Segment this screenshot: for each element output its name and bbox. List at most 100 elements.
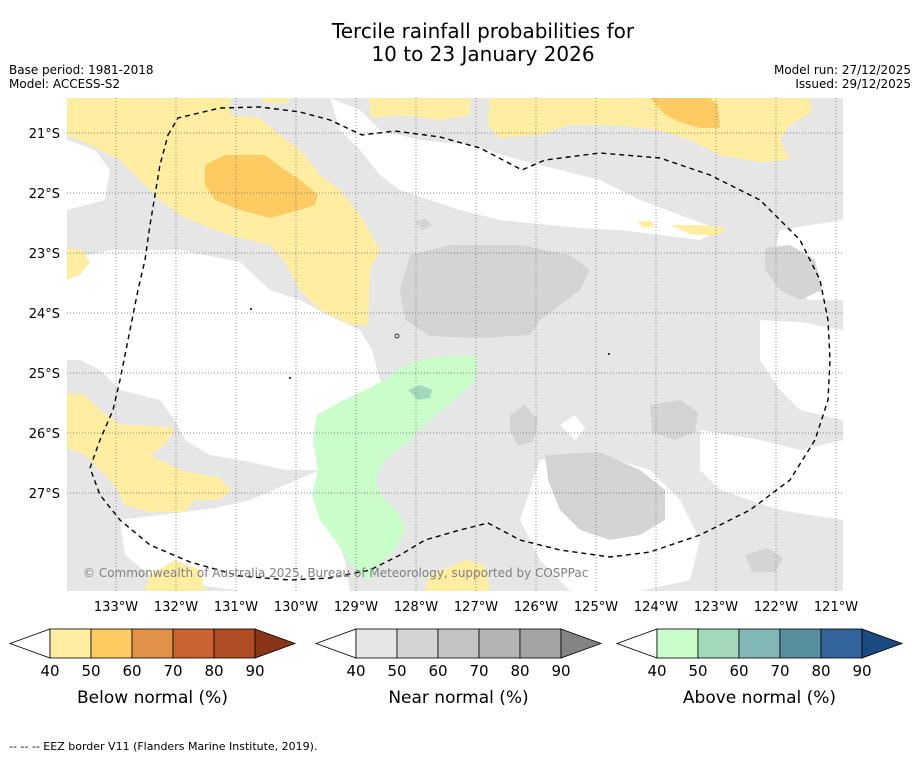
below-normal-50-area: [205, 155, 318, 218]
lat-label: 25°S: [29, 367, 60, 382]
colorbar-segment: [355, 628, 398, 659]
lat-label: 24°S: [29, 307, 60, 322]
model-name: Model: ACCESS-S2: [9, 77, 121, 91]
grid-lines: [67, 98, 843, 591]
eez-footnote: -- -- -- EEZ border V11 (Flanders Marine…: [9, 740, 318, 753]
model-run: Model run: 27/12/2025: [773, 63, 911, 77]
colorbar-segment: [437, 628, 480, 659]
colorbar-tick-label: 50: [387, 662, 406, 680]
colorbar-tick-label: 50: [688, 662, 707, 680]
colorbar: 40 50 60 70 80 90 Above normal (%): [615, 628, 904, 708]
colorbar-segment: [738, 628, 781, 659]
below-normal-40-area: [145, 560, 205, 591]
legends: 40 50 60 70 80 90 Below normal (%) 40 50 60 70 80 90…: [8, 628, 904, 708]
below-normal-40-area: [370, 98, 470, 120]
colorbar-title: Below normal (%): [77, 688, 228, 708]
latitude-labels: 21°S 22°S 23°S 24°S 25°S 26°S 27°S: [29, 127, 60, 502]
no-signal-area: [67, 140, 110, 210]
colorbar-tick-label: 60: [122, 662, 141, 680]
near-normal-50-patch: [745, 548, 783, 572]
colorbar-segment: [478, 628, 521, 659]
colorbar-tick-label: 60: [428, 662, 447, 680]
lon-label: 123°W: [694, 600, 738, 615]
colorbar-tick-label: 40: [40, 662, 59, 680]
colorbar-tick-label: 70: [163, 662, 182, 680]
colorbar-segment: [90, 628, 133, 659]
near-normal-50-patch: [650, 400, 698, 440]
colorbar: 40 50 60 70 80 90 Near normal (%): [314, 628, 603, 708]
below-normal-40-area: [67, 393, 232, 512]
island-marker: [250, 308, 252, 310]
lon-label: 122°W: [754, 600, 798, 615]
above-normal-50-area: [408, 385, 432, 400]
lon-label: 130°W: [274, 600, 318, 615]
colorbar-segment: [779, 628, 822, 659]
colorbar-title: Above normal (%): [683, 688, 836, 708]
below-normal-40-area: [67, 98, 380, 326]
lat-label: 23°S: [29, 247, 60, 262]
colorbar-extend-low: [8, 628, 51, 659]
colorbar: 40 50 60 70 80 90 Below normal (%): [8, 628, 297, 708]
island-marker: [394, 333, 400, 339]
eez-border: [89, 106, 831, 581]
lat-label: 22°S: [29, 187, 60, 202]
below-normal-40-area: [670, 225, 728, 236]
below-normal-40-area: [67, 248, 90, 280]
above-normal-40-area: [312, 356, 476, 580]
lon-label: 128°W: [394, 600, 438, 615]
colorbar-tick-label: 90: [245, 662, 264, 680]
colorbar-segment: [131, 628, 174, 659]
colorbar-tick-label: 90: [852, 662, 871, 680]
longitude-labels: 133°W 132°W 131°W 130°W 129°W 128°W 127°W 126°W…: [94, 600, 858, 615]
no-signal-area: [120, 470, 350, 591]
colorbar-segment: [519, 628, 562, 659]
near-normal-50-patch: [765, 245, 822, 300]
lat-label: 27°S: [29, 487, 60, 502]
colorbar-extend-low: [314, 628, 357, 659]
title-line-2: 10 to 23 January 2026: [371, 42, 595, 66]
title-line-1: Tercile rainfall probabilities for: [331, 19, 635, 43]
island-marker: [289, 377, 291, 379]
near-normal-50-patch: [545, 452, 665, 540]
colorbar-tick-label: 70: [770, 662, 789, 680]
island-marker: [608, 353, 610, 355]
colorbar-tick-label: 60: [729, 662, 748, 680]
no-signal-area: [700, 430, 843, 520]
lat-label: 21°S: [29, 127, 60, 142]
colorbar-tick-label: 40: [647, 662, 666, 680]
colorbar-tick-label: 80: [811, 662, 830, 680]
near-normal-50-patch: [510, 405, 538, 446]
lon-label: 124°W: [634, 600, 678, 615]
colorbar-segment: [172, 628, 215, 659]
lon-label: 129°W: [334, 600, 378, 615]
lon-label: 131°W: [214, 600, 258, 615]
lon-label: 133°W: [94, 600, 138, 615]
lon-label: 132°W: [154, 600, 198, 615]
near-normal-50-patch: [415, 218, 432, 230]
no-signal-area: [760, 320, 843, 420]
colorbar-segment: [656, 628, 699, 659]
colorbar-segment: [49, 628, 92, 659]
colorbar-tick-label: 80: [204, 662, 223, 680]
colorbar-extend-low: [615, 628, 658, 659]
colorbar-tick-label: 70: [469, 662, 488, 680]
lat-label: 26°S: [29, 427, 60, 442]
below-normal-40-area: [488, 98, 812, 162]
colorbar-tick-label: 40: [346, 662, 365, 680]
meta-right: Model run: 27/12/2025 Issued: 29/12/2025: [774, 63, 911, 91]
lon-label: 126°W: [514, 600, 558, 615]
below-normal-40-area: [425, 560, 490, 591]
below-normal-50-area: [650, 98, 720, 128]
colorbar-segment: [820, 628, 863, 659]
probability-field: © Commonwealth of Australia 2025, Bureau…: [67, 98, 843, 591]
colorbar-tick-label: 50: [81, 662, 100, 680]
colorbar-extend-high: [861, 628, 904, 659]
colorbar-extend-high: [560, 628, 603, 659]
below-normal-40-area: [262, 98, 290, 103]
below-normal-40-area: [638, 220, 655, 228]
lon-label: 125°W: [574, 600, 618, 615]
colorbar-segment: [396, 628, 439, 659]
near-normal-50-patch: [400, 245, 590, 338]
lon-label: 121°W: [814, 600, 858, 615]
